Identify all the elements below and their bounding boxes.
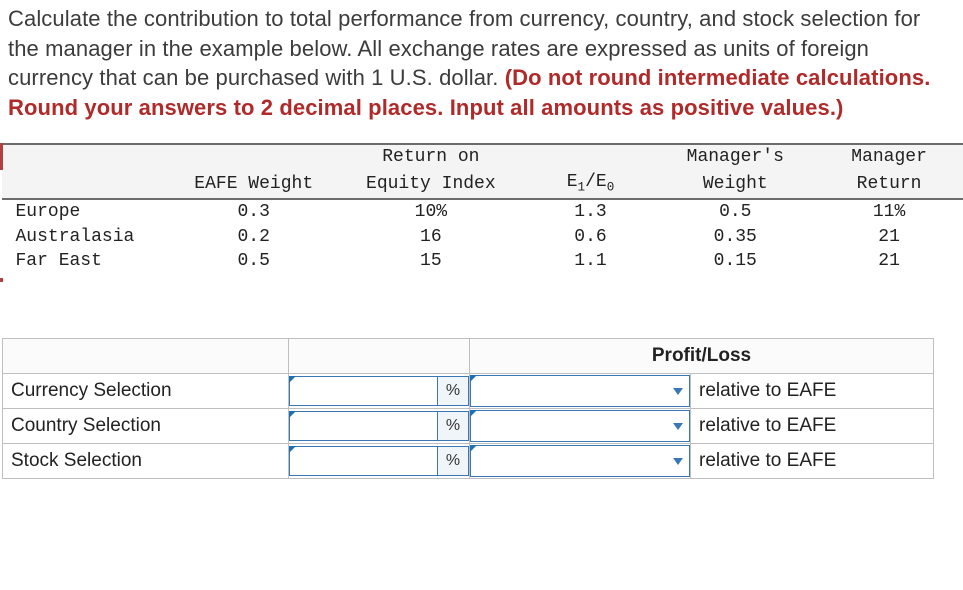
cell-eafe: 0.3 — [171, 199, 336, 225]
cell-mgrw: 0.15 — [655, 249, 815, 274]
cell-e1e0: 0.6 — [526, 225, 656, 250]
cell-return: 15 — [336, 249, 526, 274]
stock-selection-dropdown[interactable] — [470, 445, 690, 477]
cell-return: 10% — [336, 199, 526, 225]
cell-mgrw: 0.35 — [655, 225, 815, 250]
cell-eafe: 0.5 — [171, 249, 336, 274]
relative-text: relative to EAFE — [691, 443, 934, 478]
answer-label: Stock Selection — [3, 443, 289, 478]
header-mgrw-l2: Weight — [655, 170, 815, 199]
percent-unit: % — [437, 411, 469, 441]
currency-selection-dropdown[interactable] — [470, 375, 690, 407]
header-mgrw-l1: Manager's — [655, 144, 815, 171]
percent-unit: % — [437, 376, 469, 406]
cell-return: 16 — [336, 225, 526, 250]
relative-text: relative to EAFE — [691, 373, 934, 408]
cell-region: Australasia — [2, 225, 172, 250]
header-e1e0-l1 — [526, 144, 656, 171]
cell-mgrr: 11% — [815, 199, 963, 225]
data-table-container: Return on Manager's Manager EAFE Weight … — [0, 143, 963, 282]
cell-mgrr: 21 — [815, 225, 963, 250]
cell-mgrw: 0.5 — [655, 199, 815, 225]
answer-row: Country Selection % relative to EAFE — [3, 408, 934, 443]
header-return-l2: Equity Index — [336, 170, 526, 199]
header-mgrr-l1: Manager — [815, 144, 963, 171]
header-return-l1: Return on — [336, 144, 526, 171]
percent-unit: % — [437, 446, 469, 476]
answer-header-blank-2 — [289, 338, 470, 373]
cell-eafe: 0.2 — [171, 225, 336, 250]
header-eafe-l1 — [171, 144, 336, 171]
header-mgrr-l2: Return — [815, 170, 963, 199]
answer-row: Stock Selection % relative to EAFE — [3, 443, 934, 478]
red-tick — [0, 278, 3, 282]
country-selection-input[interactable] — [289, 411, 437, 441]
question-text: Calculate the contribution to total perf… — [0, 0, 963, 123]
header-e1e0: E1/E0 — [526, 170, 656, 199]
table-row: Australasia 0.2 16 0.6 0.35 21 — [2, 225, 963, 250]
answer-label: Country Selection — [3, 408, 289, 443]
currency-selection-input[interactable] — [289, 376, 437, 406]
relative-text: relative to EAFE — [691, 408, 934, 443]
cell-region: Far East — [2, 249, 172, 274]
cell-region: Europe — [2, 199, 172, 225]
table-row: Europe 0.3 10% 1.3 0.5 11% — [2, 199, 963, 225]
cell-mgrr: 21 — [815, 249, 963, 274]
cell-e1e0: 1.3 — [526, 199, 656, 225]
table-row: Far East 0.5 15 1.1 0.15 21 — [2, 249, 963, 274]
answer-label: Currency Selection — [3, 373, 289, 408]
answer-table: Profit/Loss Currency Selection % relativ… — [2, 338, 934, 479]
header-eafe-l2: EAFE Weight — [171, 170, 336, 199]
answer-header-blank-1 — [3, 338, 289, 373]
profit-loss-header: Profit/Loss — [470, 338, 934, 373]
cell-e1e0: 1.1 — [526, 249, 656, 274]
header-blank — [2, 144, 172, 171]
data-table: Return on Manager's Manager EAFE Weight … — [0, 143, 963, 274]
answer-row: Currency Selection % relative to EAFE — [3, 373, 934, 408]
answer-table-container: Profit/Loss Currency Selection % relativ… — [2, 338, 934, 479]
country-selection-dropdown[interactable] — [470, 410, 690, 442]
header-region — [2, 170, 172, 199]
stock-selection-input[interactable] — [289, 446, 437, 476]
